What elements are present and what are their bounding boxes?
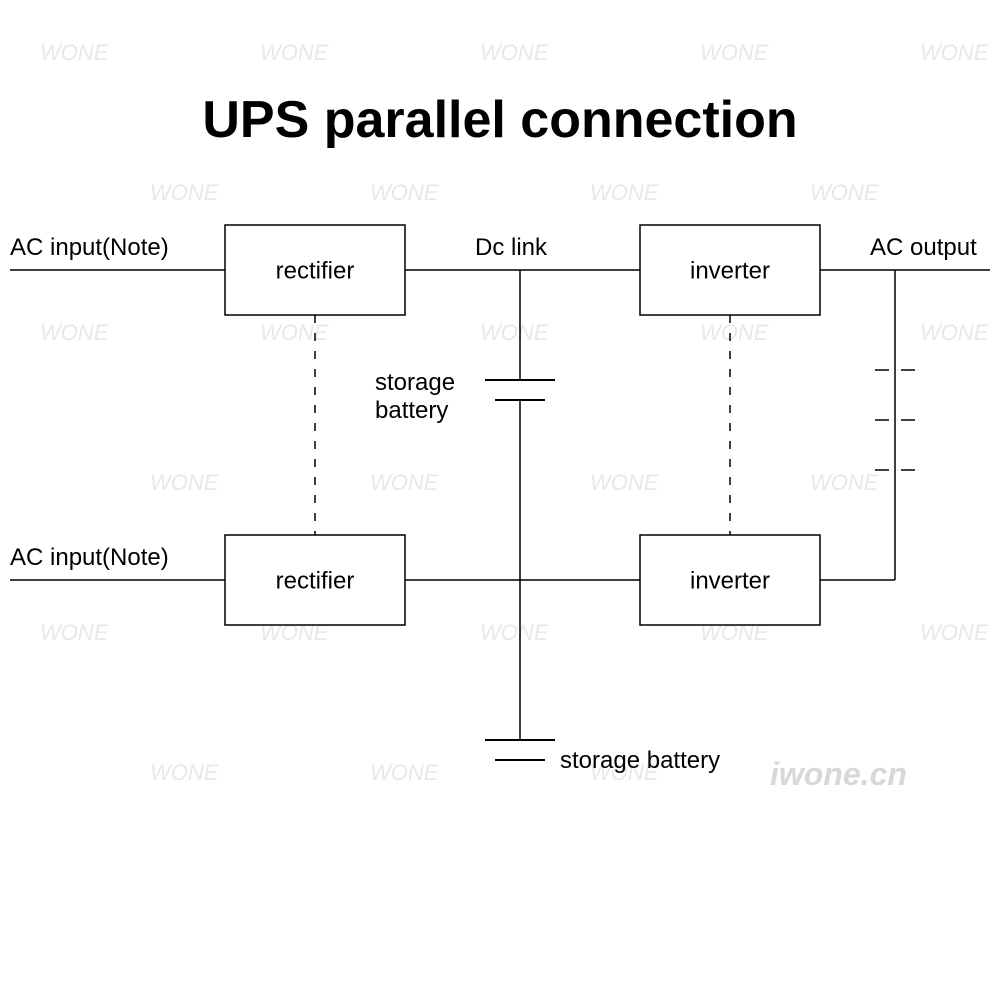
svg-text:WONE: WONE: [920, 320, 989, 345]
svg-text:WONE: WONE: [480, 40, 549, 65]
svg-text:WONE: WONE: [590, 180, 659, 205]
label-rectifier-2: rectifier: [276, 567, 355, 594]
svg-text:WONE: WONE: [370, 470, 439, 495]
watermark-url: iwone.cn: [770, 756, 907, 792]
diagram-svg: WONE WONE WONE WONE WONE WONE WONE WONE …: [0, 0, 1000, 1000]
label-storage-mid-2: battery: [375, 397, 448, 424]
svg-text:WONE: WONE: [920, 40, 989, 65]
label-ac-input-top: AC input(Note): [10, 234, 169, 261]
svg-text:WONE: WONE: [40, 620, 109, 645]
label-ac-input-bot: AC input(Note): [10, 544, 169, 571]
svg-text:WONE: WONE: [150, 180, 219, 205]
svg-text:WONE: WONE: [810, 180, 879, 205]
svg-text:WONE: WONE: [920, 620, 989, 645]
svg-text:WONE: WONE: [590, 470, 659, 495]
svg-text:WONE: WONE: [260, 320, 329, 345]
svg-text:WONE: WONE: [260, 40, 329, 65]
svg-text:WONE: WONE: [150, 760, 219, 785]
svg-text:WONE: WONE: [810, 470, 879, 495]
label-inverter-1: inverter: [690, 257, 770, 284]
label-ac-output: AC output: [870, 234, 977, 261]
svg-text:WONE: WONE: [150, 470, 219, 495]
label-storage-bot: storage battery: [560, 747, 720, 774]
svg-text:WONE: WONE: [700, 40, 769, 65]
label-storage-mid-1: storage: [375, 369, 455, 396]
svg-text:WONE: WONE: [480, 620, 549, 645]
svg-text:WONE: WONE: [480, 320, 549, 345]
label-rectifier-1: rectifier: [276, 257, 355, 284]
watermark-group: WONE WONE WONE WONE WONE WONE WONE WONE …: [40, 40, 989, 792]
label-inverter-2: inverter: [690, 567, 770, 594]
svg-text:WONE: WONE: [40, 40, 109, 65]
svg-text:WONE: WONE: [700, 320, 769, 345]
svg-text:WONE: WONE: [370, 760, 439, 785]
svg-text:WONE: WONE: [40, 320, 109, 345]
svg-text:WONE: WONE: [370, 180, 439, 205]
label-dc-link: Dc link: [475, 234, 548, 261]
